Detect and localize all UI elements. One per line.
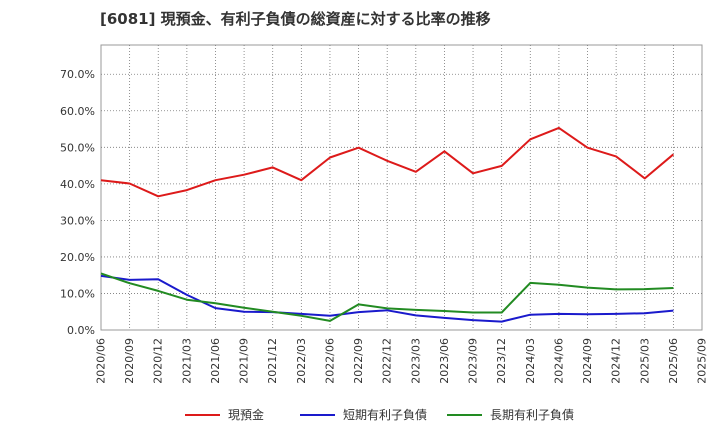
x-tick-label: 2024/06: [552, 338, 565, 384]
x-tick-label: 2023/12: [495, 338, 508, 384]
y-axis: 0.0% 10.0% 20.0% 30.0% 40.0% 50.0% 60.0% 70.0%: [60, 68, 95, 337]
x-tick-label: 2024/09: [581, 338, 594, 384]
series-lines: [100, 126, 675, 323]
x-tick-label: 2025/03: [638, 338, 651, 384]
x-tick-label: 2021/12: [266, 338, 279, 384]
y-tick-label: 70.0%: [60, 68, 95, 81]
legend-label: 長期有利子負債: [490, 407, 574, 422]
x-tick-label: 2022/03: [295, 338, 308, 384]
series-line-1: [100, 126, 675, 198]
x-axis: 2020/06 2020/09 2020/12 2021/03 2021/06 2021/…: [95, 338, 709, 384]
legend: 現預金 短期有利子負債 長期有利子負債: [185, 407, 574, 422]
y-tick-label: 10.0%: [60, 287, 95, 300]
series-line-3: [100, 272, 674, 322]
x-tick-label: 2020/06: [95, 338, 108, 384]
x-tick-label: 2022/06: [323, 338, 336, 384]
x-tick-label: 2023/06: [438, 338, 451, 384]
x-tick-label: 2021/06: [209, 338, 222, 384]
x-tick-label: 2023/03: [409, 338, 422, 384]
chart-title: [6081] 現預金、有利子負債の総資産に対する比率の推移: [100, 10, 491, 28]
series-line-2: [100, 274, 674, 323]
y-tick-label: 60.0%: [60, 105, 95, 118]
x-tick-label: 2025/09: [696, 338, 709, 384]
x-tick-label: 2024/12: [610, 338, 623, 384]
y-tick-label: 0.0%: [67, 324, 95, 337]
x-tick-label: 2020/12: [152, 338, 165, 384]
y-tick-label: 40.0%: [60, 178, 95, 191]
y-tick-label: 30.0%: [60, 214, 95, 227]
legend-label: 短期有利子負債: [343, 407, 427, 422]
y-tick-label: 50.0%: [60, 141, 95, 154]
x-tick-label: 2023/09: [467, 338, 480, 384]
x-tick-label: 2021/03: [180, 338, 193, 384]
plot-area-frame: [100, 44, 703, 331]
legend-label: 現預金: [228, 407, 264, 422]
x-tick-label: 2020/09: [123, 338, 136, 384]
x-tick-label: 2025/06: [667, 338, 680, 384]
x-tick-label: 2024/03: [524, 338, 537, 384]
x-tick-label: 2022/09: [352, 338, 365, 384]
x-tick-label: 2021/09: [238, 338, 251, 384]
grid: [100, 44, 703, 331]
y-tick-label: 20.0%: [60, 251, 95, 264]
x-tick-label: 2022/12: [381, 338, 394, 384]
